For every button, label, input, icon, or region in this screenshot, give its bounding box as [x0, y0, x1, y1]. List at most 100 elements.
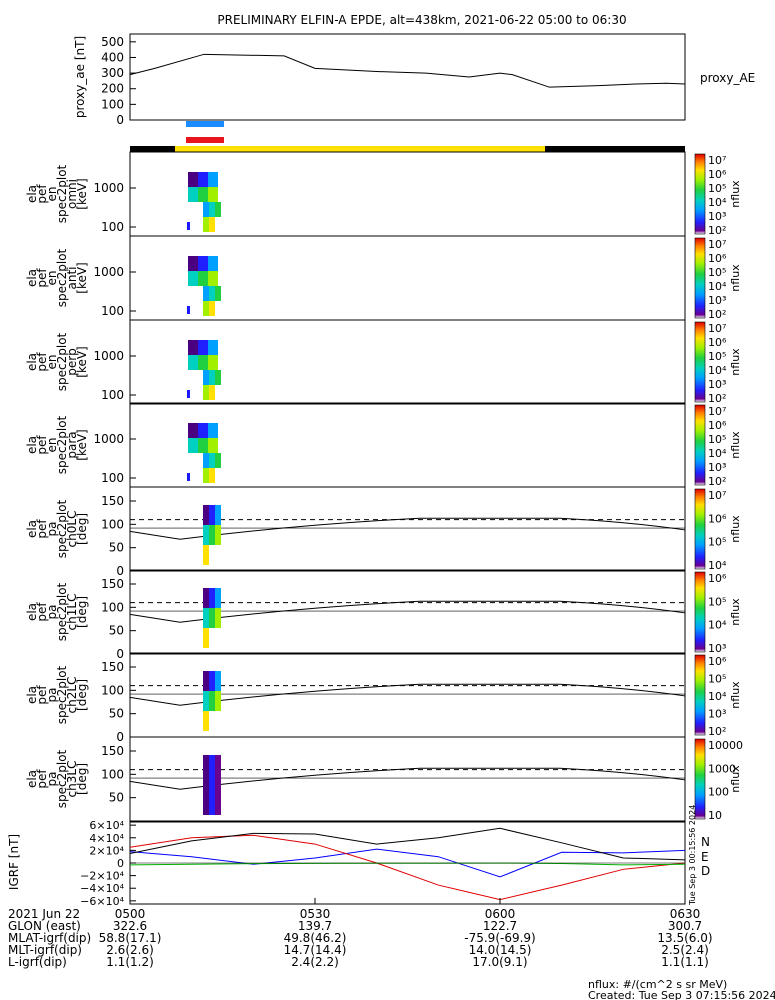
panel-ylabel-line: spec2plot	[55, 164, 69, 223]
pitch-angle-cell	[215, 755, 221, 815]
spectrogram-cell-high	[209, 301, 215, 316]
panel-frame	[129, 319, 686, 405]
footer-value: 58.8(17.1)	[99, 931, 162, 945]
panel-ylabel-line: [deg]	[75, 679, 89, 711]
footer-value: 122.7	[483, 919, 517, 933]
panel-ylabel-line: [keV]	[75, 178, 89, 209]
colorbar-tick-label: 10⁶	[708, 572, 727, 585]
panel-ytick-label: 1000	[93, 432, 124, 446]
footer-row-label: L-igrf(dip)	[8, 955, 67, 969]
pitch-angle-cell	[209, 755, 215, 815]
colorbar-tick-label: 10⁴	[708, 690, 727, 703]
panel-ytick-label: 150	[101, 660, 124, 674]
colorbar-tick-label: 10⁴	[708, 364, 727, 377]
panel-ytick-label: 50	[109, 624, 124, 638]
pitch-angle-cell	[203, 671, 209, 691]
panel-ylabel-line: spec2plot	[55, 415, 69, 474]
spectrogram-cell-high	[215, 370, 221, 385]
pitch-angle-cell	[203, 755, 209, 815]
panel-ytick-label: 50	[109, 707, 124, 721]
footer-value: 2.4(2.2)	[291, 955, 339, 969]
colorbar-tick-label: 10⁶	[708, 336, 727, 349]
spectrogram-cell	[187, 473, 190, 481]
colorbar	[694, 404, 706, 486]
colorbar-tick-label: 10³	[708, 461, 726, 474]
spectrogram-cell-low	[208, 187, 218, 202]
panel-ylabel-line: pa	[45, 772, 59, 787]
panel-ytick-label: 100	[101, 767, 124, 781]
spectrogram-cell-low	[208, 172, 218, 187]
colorbar-label: nflux	[729, 598, 742, 626]
colorbar-tick-label: 10⁶	[708, 168, 727, 181]
igrf-ytick-label: 0	[117, 857, 124, 870]
pitch-angle-cell	[209, 505, 215, 525]
panel-ytick-label: 0	[116, 730, 124, 744]
spectrogram-cell-low	[188, 271, 198, 286]
spectrogram-cell-high	[209, 453, 215, 468]
panel-ylabel-line: perp	[65, 348, 79, 376]
footer-row-label: 2021 Jun 22	[8, 907, 80, 921]
spectrogram-cell-high	[215, 202, 221, 217]
colorbar	[694, 738, 706, 820]
igrf-ytick-label: −4×10⁴	[80, 882, 124, 895]
igrf-ytick-label: −2×10⁴	[80, 870, 124, 883]
panel-ylabel-line: [deg]	[75, 513, 89, 545]
panel-ylabel-line: [deg]	[75, 596, 89, 628]
panel-ytick-label: 100	[101, 388, 124, 402]
spectrogram-cell-low	[188, 340, 198, 355]
igrf-legend-d: D	[701, 864, 710, 878]
panel-ylabel-line: pa	[45, 522, 59, 537]
panel-ytick-label: 150	[101, 744, 124, 758]
colorbar-tick-label: 10⁴	[708, 447, 727, 460]
spectrogram-cell-high	[203, 286, 209, 301]
proxy-ae-ytick-label: 300	[101, 66, 124, 80]
panel-ylabel-line: pa	[45, 605, 59, 620]
panel-ylabel-line: pef	[35, 519, 49, 539]
panel-ylabel-line: en	[45, 438, 59, 453]
spectrogram-cell-low	[188, 172, 198, 187]
panel-ytick-label: 100	[101, 600, 124, 614]
red-marker	[186, 137, 224, 143]
panel-ytick-label: 1000	[93, 265, 124, 279]
spectrogram-cell-high	[209, 468, 215, 483]
panel-ylabel-line: para	[65, 431, 79, 458]
panel-ylabel-line: en	[45, 271, 59, 286]
colorbar	[694, 488, 706, 570]
pitch-angle-cell	[203, 525, 209, 545]
panel-ylabel-line: pef	[35, 769, 49, 789]
spectrogram-cell-high	[215, 453, 221, 468]
proxy-ae-frame	[129, 33, 686, 121]
spectrogram-cell-low	[188, 438, 198, 453]
panel-ytick-label: 150	[101, 494, 124, 508]
colorbar-tick-label: 10²	[708, 725, 726, 738]
panel-ylabel-line: pa	[45, 688, 59, 703]
panel-ylabel-line: ch3LC	[65, 761, 79, 798]
footer-value: 2.6(2.6)	[106, 943, 154, 957]
colorbar-tick-label: 10⁷	[708, 489, 726, 502]
panel-ylabel-line: pef	[35, 352, 49, 372]
colorbar-tick-label: 100	[708, 786, 729, 799]
pitch-angle-cell	[215, 608, 221, 628]
spectrogram-cell-low	[208, 438, 218, 453]
footer-row-label: MLT-igrf(dip)	[8, 943, 82, 957]
footer-value: 300.7	[668, 919, 702, 933]
colorbar-tick-label: 10⁴	[708, 559, 727, 572]
panel-ytick-label: 100	[101, 517, 124, 531]
spectrogram-cell-low	[208, 271, 218, 286]
colorbar-tick-label: 1000	[708, 762, 736, 775]
colorbar-tick-label: 10⁵	[708, 182, 726, 195]
colorbar-label: nflux	[729, 264, 742, 292]
anti-loss-cone-curve	[129, 767, 686, 790]
panel-frame	[129, 486, 686, 572]
colorbar-tick-label: 10⁵	[708, 673, 726, 686]
panel-ylabel-line: ch1LC	[65, 594, 79, 631]
spectrogram-cell-low	[188, 355, 198, 370]
footer-value: 13.5(6.0)	[657, 931, 712, 945]
pitch-angle-cell	[209, 691, 215, 711]
